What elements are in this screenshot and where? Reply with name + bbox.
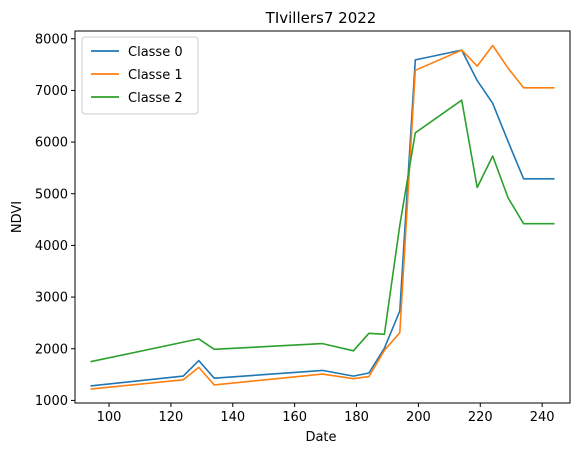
y-tick-label: 1000 <box>35 394 68 409</box>
y-tick-label: 4000 <box>35 239 68 254</box>
y-tick-label: 3000 <box>35 291 68 306</box>
y-axis-label: NDVI <box>10 201 25 233</box>
x-tick-label: 100 <box>97 410 122 425</box>
x-tick-label: 180 <box>344 410 369 425</box>
x-axis-label: Date <box>305 430 336 445</box>
x-tick-label: 120 <box>158 410 183 425</box>
y-tick-label: 6000 <box>35 136 68 151</box>
y-tick-label: 8000 <box>35 32 68 47</box>
legend-label-2: Classe 2 <box>128 91 183 106</box>
x-tick-label: 140 <box>220 410 245 425</box>
legend-label-0: Classe 0 <box>128 45 183 60</box>
x-tick-label: 160 <box>282 410 307 425</box>
x-tick-label: 220 <box>468 410 493 425</box>
y-tick-label: 2000 <box>35 342 68 357</box>
plot-lines <box>90 44 555 390</box>
y-tick-label: 5000 <box>35 187 68 202</box>
legend: Classe 0 Classe 1 Classe 2 <box>81 36 199 115</box>
x-axis: 100 120 140 160 180 200 220 240 <box>97 403 555 425</box>
x-tick-label: 200 <box>406 410 431 425</box>
plot-frame <box>74 30 571 404</box>
x-tick-label: 240 <box>530 410 555 425</box>
series-line-2 <box>90 99 555 363</box>
legend-frame <box>81 36 199 115</box>
series-line-1 <box>90 44 555 390</box>
chart-title: TIvillers7 2022 <box>265 9 377 27</box>
y-axis: 1000 2000 3000 4000 5000 6000 7000 8000 <box>35 32 75 409</box>
y-tick-label: 7000 <box>35 84 68 99</box>
legend-label-1: Classe 1 <box>128 68 183 83</box>
series-line-0 <box>90 49 555 387</box>
